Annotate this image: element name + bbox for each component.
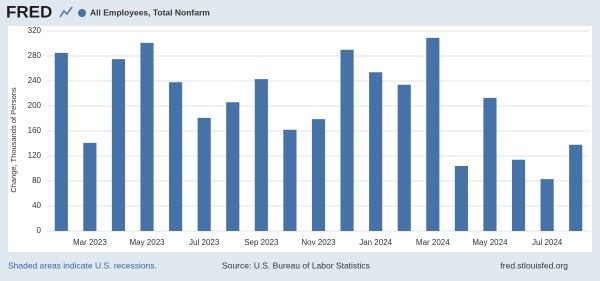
bar [511, 159, 526, 231]
x-tick-label: Nov 2023 [301, 238, 336, 247]
y-tick-label: 120 [28, 151, 42, 160]
bar [140, 42, 154, 231]
legend-label: All Employees, Total Nonfarm [90, 7, 210, 17]
x-tick-label: Jul 2024 [532, 238, 563, 247]
bar [426, 37, 440, 231]
y-tick-label: 160 [28, 126, 42, 135]
bar [483, 97, 497, 231]
footer-left[interactable]: Shaded areas indicate U.S. recessions. [8, 260, 157, 270]
bar [369, 72, 383, 231]
bar [111, 59, 126, 231]
x-tick-label: Jul 2023 [189, 238, 220, 247]
x-tick-label: Jan 2024 [359, 238, 392, 247]
x-tick-label: Sep 2023 [244, 238, 279, 247]
y-tick-label: 320 [28, 26, 42, 35]
bar [569, 144, 583, 231]
legend-marker [78, 9, 86, 17]
y-tick-label: 80 [32, 176, 41, 185]
bar [283, 129, 297, 231]
y-tick-label: 40 [32, 201, 41, 210]
bar [83, 142, 97, 231]
x-tick-label: Mar 2023 [73, 238, 107, 247]
x-tick-label: May 2023 [129, 238, 165, 247]
y-tick-label: 240 [28, 76, 42, 85]
x-tick-label: May 2024 [472, 238, 508, 247]
bar [540, 179, 554, 231]
logo: FRED [6, 2, 52, 21]
y-tick-label: 280 [28, 51, 42, 60]
bar [197, 117, 211, 231]
bar [454, 166, 468, 231]
bar [169, 82, 183, 231]
y-axis-label: Change, Thousands of Persons [9, 87, 18, 193]
bar [54, 52, 68, 231]
bar [311, 119, 326, 231]
bar [340, 49, 354, 231]
bar [254, 79, 268, 231]
x-tick-label: Mar 2024 [416, 238, 450, 247]
footer-center: Source: U.S. Bureau of Labor Statistics [222, 260, 370, 270]
footer-right: fred.stlouisfed.org [500, 260, 568, 270]
y-tick-label: 200 [28, 101, 42, 110]
logo-icon [59, 6, 73, 18]
bar [226, 102, 240, 231]
bar [397, 84, 411, 231]
y-tick-label: 0 [37, 226, 42, 235]
